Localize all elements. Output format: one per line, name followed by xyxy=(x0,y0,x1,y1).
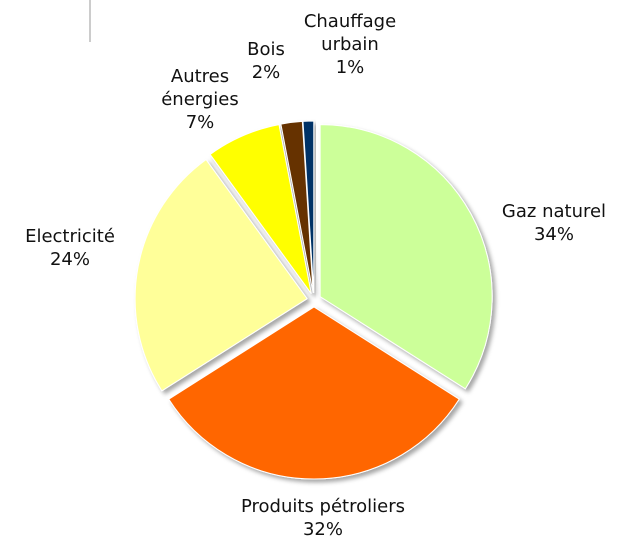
slice-label: Gaz naturel 34% xyxy=(474,200,627,246)
pie-slice xyxy=(302,120,315,294)
category-label: Autres énergies xyxy=(161,66,239,110)
slice-label: Electricité 24% xyxy=(5,225,135,271)
pie-slice xyxy=(319,124,493,390)
pie-slice xyxy=(209,124,312,294)
value-label: 1% xyxy=(335,57,365,78)
slice-label: Autres énergies 7% xyxy=(145,65,255,134)
category-label: Electricité xyxy=(25,226,115,247)
slice-label: Bois 2% xyxy=(236,38,296,84)
value-label: 24% xyxy=(49,249,90,270)
category-label: Gaz naturel xyxy=(501,201,607,222)
category-label: Chauffage urbain xyxy=(303,11,397,55)
slice-label: Chauffage urbain 1% xyxy=(295,10,405,79)
slice-label: Produits pétroliers 32% xyxy=(193,495,453,541)
pie-slice xyxy=(168,306,460,480)
value-label: 2% xyxy=(251,62,281,83)
value-label: 7% xyxy=(185,112,215,133)
pie-slice xyxy=(134,158,308,392)
category-label: Produits pétroliers xyxy=(241,496,405,517)
pie-slice xyxy=(280,120,314,294)
value-label: 34% xyxy=(533,224,574,245)
category-label: Bois xyxy=(247,39,285,60)
value-label: 32% xyxy=(302,519,343,540)
